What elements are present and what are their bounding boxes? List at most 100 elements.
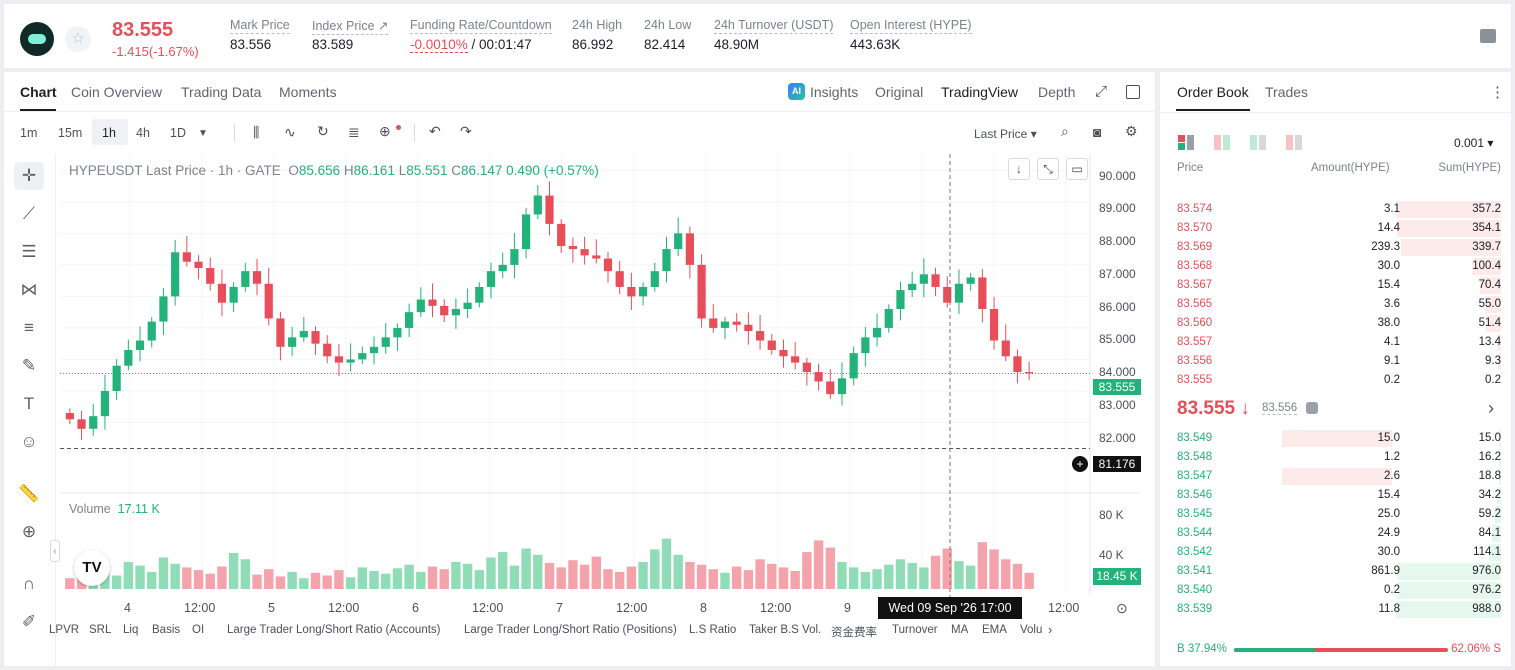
tab-depth[interactable]: Depth <box>1038 84 1076 100</box>
tab-moments[interactable]: Moments <box>279 84 337 100</box>
ask-row[interactable]: 83.560 38.0 51.4 <box>1160 314 1511 333</box>
stat-label-mark-price[interactable]: Mark Price <box>230 18 290 34</box>
stat-label-24h-turnover[interactable]: 24h Turnover (USDT) <box>714 18 834 34</box>
tab-insights[interactable]: Insights <box>810 84 859 100</box>
bid-row[interactable]: 83.548 1.2 16.2 <box>1160 448 1511 467</box>
refresh-icon[interactable]: ↻ <box>317 123 329 139</box>
indicators-icon[interactable]: ∿ <box>284 124 296 140</box>
bid-row[interactable]: 83.541 861.9 976.0 <box>1160 562 1511 581</box>
indicator-volume[interactable]: Volu <box>1020 624 1043 636</box>
ask-row[interactable]: 83.569 239.3 339.7 <box>1160 238 1511 257</box>
interval-4h[interactable]: 4h <box>136 126 150 140</box>
tab-trades[interactable]: Trades <box>1265 84 1309 100</box>
ask-row[interactable]: 83.556 9.1 9.3 <box>1160 352 1511 371</box>
trend-line-icon[interactable]: ⟋ <box>23 204 35 223</box>
window-icon[interactable] <box>1126 85 1140 99</box>
bid-row[interactable]: 83.542 30.0 114.1 <box>1160 543 1511 562</box>
bid-row[interactable]: 83.549 15.0 15.0 <box>1160 429 1511 448</box>
expand-icon[interactable]: ⤢ <box>1095 83 1108 100</box>
indicator-turnover[interactable]: Turnover <box>892 624 938 636</box>
ask-row[interactable]: 83.568 30.0 100.4 <box>1160 257 1511 276</box>
stat-label-funding-rate[interactable]: Funding Rate/Countdown <box>410 18 552 34</box>
bid-row[interactable]: 83.544 24.9 84.1 <box>1160 524 1511 543</box>
tab-original[interactable]: Original <box>875 84 924 100</box>
book-icon[interactable] <box>1480 29 1496 43</box>
magnet-icon[interactable]: ∩ <box>22 574 36 593</box>
fib-icon[interactable]: ≡ <box>24 318 34 337</box>
collapse-toolbar-icon[interactable]: ‹ <box>50 540 60 562</box>
view-asks-icon[interactable] <box>1286 135 1303 150</box>
price-type-select[interactable]: Last Price ▾ <box>974 127 1037 141</box>
search-icon[interactable]: ⌕ <box>1061 123 1069 139</box>
indicator-oi[interactable]: OI <box>192 624 205 636</box>
indicator-liq[interactable]: Liq <box>123 624 139 636</box>
bid-row[interactable]: 83.545 25.0 59.2 <box>1160 505 1511 524</box>
indicator-ma[interactable]: MA <box>951 624 969 636</box>
stat-label-index-price[interactable]: Index Price ↗ <box>312 19 389 35</box>
stat-label-open-interest[interactable]: Open Interest (HYPE) <box>850 18 972 34</box>
horizontal-lines-icon[interactable]: ☰ <box>21 242 37 261</box>
collapse-icon[interactable]: ⤡ <box>1037 158 1059 180</box>
interval-dropdown-icon[interactable]: ▼ <box>198 128 208 139</box>
funding-rate-value[interactable]: -0.0010% <box>410 37 468 53</box>
interval-15m[interactable]: 15m <box>58 126 83 140</box>
indicator-ema[interactable]: EMA <box>982 624 1007 636</box>
ask-row[interactable]: 83.555 0.2 0.2 <box>1160 371 1511 390</box>
interval-1d[interactable]: 1D <box>170 126 186 140</box>
ask-row[interactable]: 83.570 14.4 354.1 <box>1160 219 1511 238</box>
favorite-star-icon[interactable]: ☆ <box>65 26 91 52</box>
tradingview-logo-icon[interactable]: TV <box>74 550 110 586</box>
pencil-lock-icon[interactable]: ✐ <box>21 612 37 631</box>
tab-order-book[interactable]: Order Book <box>1177 84 1249 100</box>
ruler-icon[interactable]: 📏 <box>18 484 40 503</box>
indicator-funding[interactable]: 资金费率 <box>831 627 877 639</box>
toggle-icon[interactable]: ▭ <box>1066 158 1088 180</box>
ask-row[interactable]: 83.557 4.1 13.4 <box>1160 333 1511 352</box>
indicator-srl[interactable]: SRL <box>89 624 112 636</box>
redo-icon[interactable]: ↷ <box>460 123 472 139</box>
stat-value-funding-rate: -0.0010% / 00:01:47 <box>410 37 532 53</box>
tab-coin-overview[interactable]: Coin Overview <box>71 84 163 100</box>
scroll-right-icon[interactable]: › <box>1048 622 1053 637</box>
ask-row[interactable]: 83.574 3.1 357.2 <box>1160 200 1511 219</box>
chart-settings-icon[interactable]: ⊙ <box>1116 600 1128 616</box>
candlestick-chart[interactable] <box>60 154 1155 654</box>
view-layout-icon[interactable] <box>1214 135 1231 150</box>
add-alert-icon[interactable]: ⊕ <box>379 123 391 139</box>
tab-chart[interactable]: Chart <box>20 84 57 100</box>
bid-row[interactable]: 83.539 11.8 988.0 <box>1160 600 1511 619</box>
indicator-lt-positions[interactable]: Large Trader Long/Short Ratio (Positions… <box>464 624 677 636</box>
crosshair-icon[interactable]: ✛ <box>14 162 44 190</box>
settings-gear-icon[interactable]: ⚙ <box>1125 123 1138 139</box>
templates-icon[interactable]: ≣ <box>348 124 360 140</box>
emoji-icon[interactable]: ☺ <box>20 432 38 451</box>
ask-row[interactable]: 83.565 3.6 55.0 <box>1160 295 1511 314</box>
indicator-basis[interactable]: Basis <box>152 624 181 636</box>
add-order-plus-icon[interactable]: + <box>1072 456 1088 472</box>
indicator-taker-bs[interactable]: Taker B.S Vol. <box>749 624 822 636</box>
indicator-ls-ratio[interactable]: L.S Ratio <box>689 624 737 636</box>
more-menu-icon[interactable]: ⋮ <box>1490 84 1505 101</box>
bid-row[interactable]: 83.547 2.6 18.8 <box>1160 467 1511 486</box>
zoom-in-icon[interactable]: ⊕ <box>21 522 37 541</box>
pattern-icon[interactable]: ⋈ <box>20 280 38 299</box>
camera-icon[interactable]: ◙ <box>1093 124 1102 140</box>
text-tool-icon[interactable]: T <box>23 394 35 413</box>
indicator-lt-accounts[interactable]: Large Trader Long/Short Ratio (Accounts) <box>227 624 441 636</box>
indicator-lpvr[interactable]: LPVR <box>49 624 80 636</box>
interval-1h[interactable]: 1h <box>102 126 116 140</box>
interval-1m[interactable]: 1m <box>20 126 38 140</box>
bid-row[interactable]: 83.540 0.2 976.2 <box>1160 581 1511 600</box>
precision-select[interactable]: 0.001 ▾ <box>1454 136 1494 150</box>
view-bids-icon[interactable] <box>1250 135 1267 150</box>
scroll-down-icon[interactable]: ↓ <box>1008 158 1030 180</box>
tab-trading-data[interactable]: Trading Data <box>181 84 262 100</box>
ask-row[interactable]: 83.567 15.4 70.4 <box>1160 276 1511 295</box>
brush-icon[interactable]: ✎ <box>21 356 37 375</box>
tab-tradingview[interactable]: TradingView <box>941 84 1019 100</box>
undo-icon[interactable]: ↶ <box>429 123 441 139</box>
chevron-right-icon[interactable]: › <box>1488 398 1494 418</box>
view-both-icon[interactable] <box>1178 135 1195 150</box>
candle-type-icon[interactable]: ⫼ <box>253 124 260 140</box>
bid-row[interactable]: 83.546 15.4 34.2 <box>1160 486 1511 505</box>
